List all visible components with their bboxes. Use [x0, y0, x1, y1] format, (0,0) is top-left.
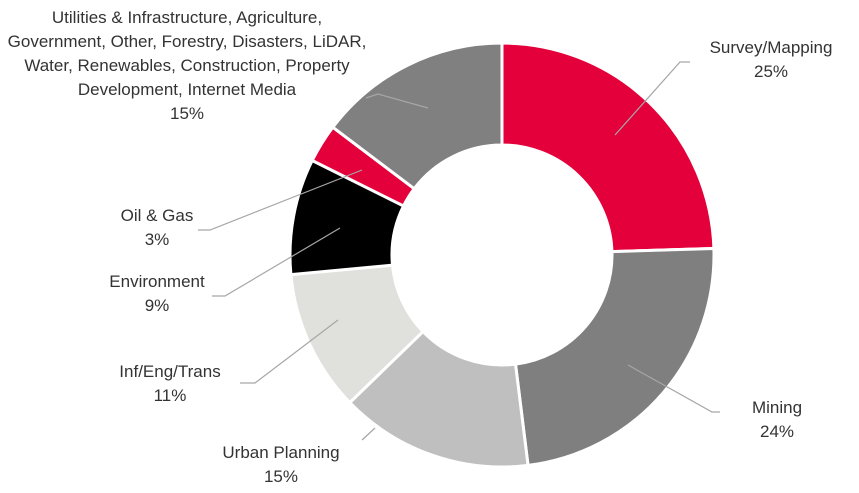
leader-line [614, 61, 690, 136]
category-label: Mining [751, 398, 803, 417]
leader-line [240, 319, 339, 384]
category-label: Environment [109, 272, 205, 291]
value-label: 3% [144, 230, 170, 249]
slice-label: Environment 9% [109, 270, 204, 318]
slice-label: Utilities & Infrastructure, Agriculture,… [7, 6, 367, 126]
slice-label: Oil & Gas 3% [121, 204, 194, 252]
slice-label: Inf/Eng/Trans 11% [119, 360, 220, 408]
slice [347, 329, 530, 469]
slice-label: Urban Planning 15% [222, 441, 339, 489]
leader-line [365, 93, 429, 109]
slice [330, 41, 504, 191]
value-label: 9% [144, 296, 170, 315]
slice-label: Mining 24% [752, 396, 802, 444]
value-label: 11% [153, 386, 187, 405]
slice-label: Survey/Mapping 25% [710, 36, 833, 84]
value-label: 25% [753, 62, 789, 81]
value-label: 24% [759, 422, 795, 441]
category-label: Oil & Gas [120, 206, 194, 225]
leader-line [212, 227, 341, 297]
value-label: 15% [169, 104, 205, 123]
category-label: Utilities & Infrastructure, Agriculture,… [7, 8, 367, 99]
leader-line [627, 364, 720, 413]
category-label: Urban Planning [222, 443, 340, 462]
value-label: 15% [263, 467, 299, 486]
slice [500, 41, 716, 254]
slice [513, 246, 716, 468]
category-label: Inf/Eng/Trans [119, 362, 221, 381]
leader-line [198, 169, 363, 231]
leader-line [361, 427, 376, 441]
category-label: Survey/Mapping [709, 38, 833, 57]
